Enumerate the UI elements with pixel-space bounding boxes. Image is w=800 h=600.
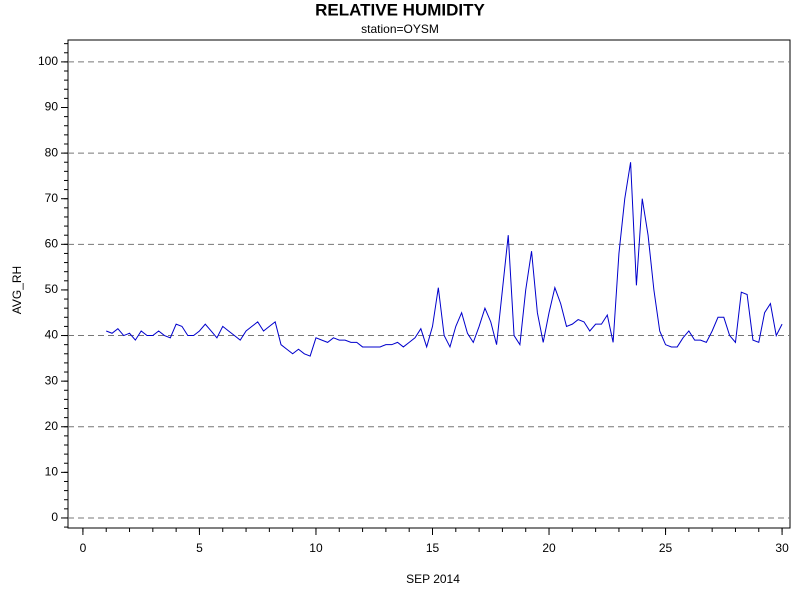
y-tick-label: 30 xyxy=(45,373,59,387)
y-axis-label: AVG_RH xyxy=(10,266,24,314)
y-tick-label: 10 xyxy=(45,465,59,479)
x-tick-label: 20 xyxy=(542,541,556,555)
x-tick-label: 25 xyxy=(659,541,673,555)
data-line xyxy=(106,162,783,357)
y-tick-label: 80 xyxy=(45,145,59,159)
chart-subtitle: station=OYSM xyxy=(361,22,439,36)
y-tick-label: 40 xyxy=(45,328,59,342)
y-tick-label: 0 xyxy=(51,510,58,524)
y-tick-label: 20 xyxy=(45,419,59,433)
y-tick-label: 90 xyxy=(45,100,59,114)
y-tick-label: 70 xyxy=(45,191,59,205)
x-tick-label: 0 xyxy=(80,541,87,555)
x-axis-label: SEP 2014 xyxy=(406,572,460,586)
x-tick-label: 5 xyxy=(196,541,203,555)
x-tick-label: 30 xyxy=(775,541,789,555)
y-tick-label: 50 xyxy=(45,282,59,296)
y-tick-label: 60 xyxy=(45,236,59,250)
x-tick-label: 15 xyxy=(426,541,440,555)
y-tick-label: 100 xyxy=(38,54,58,68)
plot-frame xyxy=(67,39,791,529)
chart-title: RELATIVE HUMIDITY xyxy=(315,0,485,19)
x-tick-label: 10 xyxy=(309,541,323,555)
